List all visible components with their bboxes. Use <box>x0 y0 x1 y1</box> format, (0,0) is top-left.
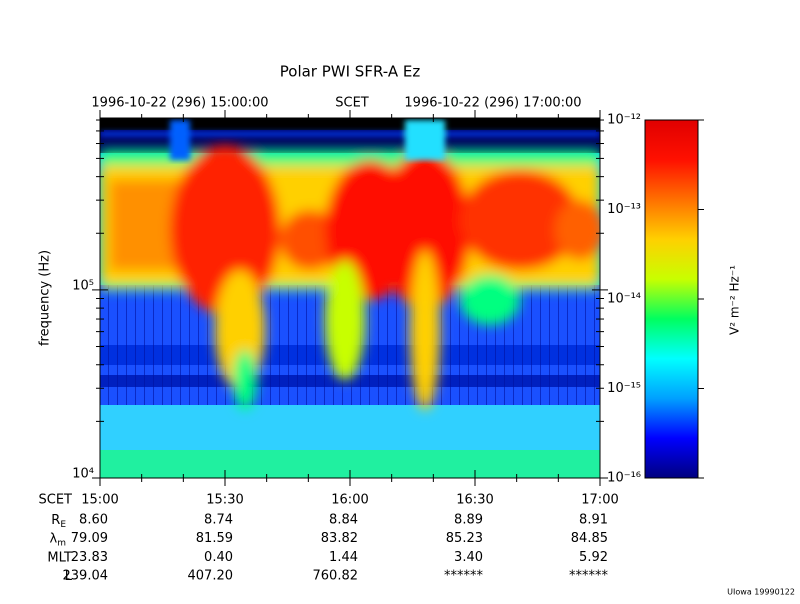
ephemeris-name: R <box>51 513 60 528</box>
chart-title: Polar PWI SFR-A Ez <box>280 63 421 81</box>
y-axis-label: frequency (Hz) <box>38 250 53 346</box>
ephemeris-sub: E <box>60 520 66 530</box>
ephemeris-value: 760.82 <box>313 569 359 584</box>
ephemeris-value: 8.74 <box>204 513 233 528</box>
ephemeris-value: ****** <box>444 569 484 584</box>
ephemeris-value: 0.40 <box>204 550 233 565</box>
ephemeris-value: 84.85 <box>571 531 608 546</box>
ephemeris-value: 8.89 <box>454 513 483 528</box>
ephemeris-value: 239.04 <box>63 569 109 584</box>
ephemeris-value: 3.40 <box>454 550 483 565</box>
ephemeris-name: MLT <box>47 550 72 565</box>
ephemeris-name: λ <box>50 531 58 546</box>
colorbar-label: V² m⁻² Hz⁻¹ <box>728 265 742 335</box>
ephemeris-value: 79.09 <box>71 531 108 546</box>
x-tick-label: 16:00 <box>331 493 368 508</box>
ephemeris-label: λm <box>50 531 66 548</box>
ephemeris-label: L <box>65 569 73 584</box>
colorbar-tick-label: 10⁻¹⁴ <box>607 292 641 307</box>
header-start: 1996-10-22 (296) 15:00:00 <box>91 96 268 111</box>
ephemeris-value: 8.84 <box>329 513 358 528</box>
ephemeris-label: SCET <box>39 493 73 508</box>
ephemeris-value: 5.92 <box>579 550 608 565</box>
ephemeris-label: MLT <box>47 550 72 565</box>
ephemeris-value: 83.82 <box>321 531 358 546</box>
header-scet: SCET <box>335 96 369 111</box>
x-tick-label: 17:00 <box>581 493 618 508</box>
x-tick-label: 16:30 <box>456 493 493 508</box>
colorbar-tick-label: 10⁻¹³ <box>607 202 641 217</box>
ephemeris-value: 85.23 <box>446 531 483 546</box>
colorbar-tick-label: 10⁻¹² <box>607 113 641 128</box>
ephemeris-value: 407.20 <box>188 569 234 584</box>
y-tick-label: 10⁵ <box>72 278 94 293</box>
x-tick-label: 15:30 <box>206 493 243 508</box>
ephemeris-value: 1.44 <box>329 550 358 565</box>
colorbar-tick-label: 10⁻¹⁶ <box>607 471 641 486</box>
y-tick-label: 10⁴ <box>72 467 94 482</box>
ephemeris-value: 23.83 <box>71 550 108 565</box>
spectrogram <box>100 118 600 478</box>
ephemeris-sub: m <box>57 538 66 548</box>
footer: UIowa 19990122 <box>727 588 795 597</box>
header-end: 1996-10-22 (296) 17:00:00 <box>404 96 581 111</box>
ephemeris-value: 81.59 <box>196 531 233 546</box>
ephemeris-value: 8.60 <box>79 513 108 528</box>
ephemeris-label: RE <box>51 513 66 530</box>
ephemeris-name: L <box>65 569 73 584</box>
colorbar <box>644 119 699 479</box>
x-tick-label: 15:00 <box>81 493 118 508</box>
colorbar-tick-label: 10⁻¹⁵ <box>607 381 641 396</box>
ephemeris-value: 8.91 <box>579 513 608 528</box>
ephemeris-value: ****** <box>569 569 609 584</box>
